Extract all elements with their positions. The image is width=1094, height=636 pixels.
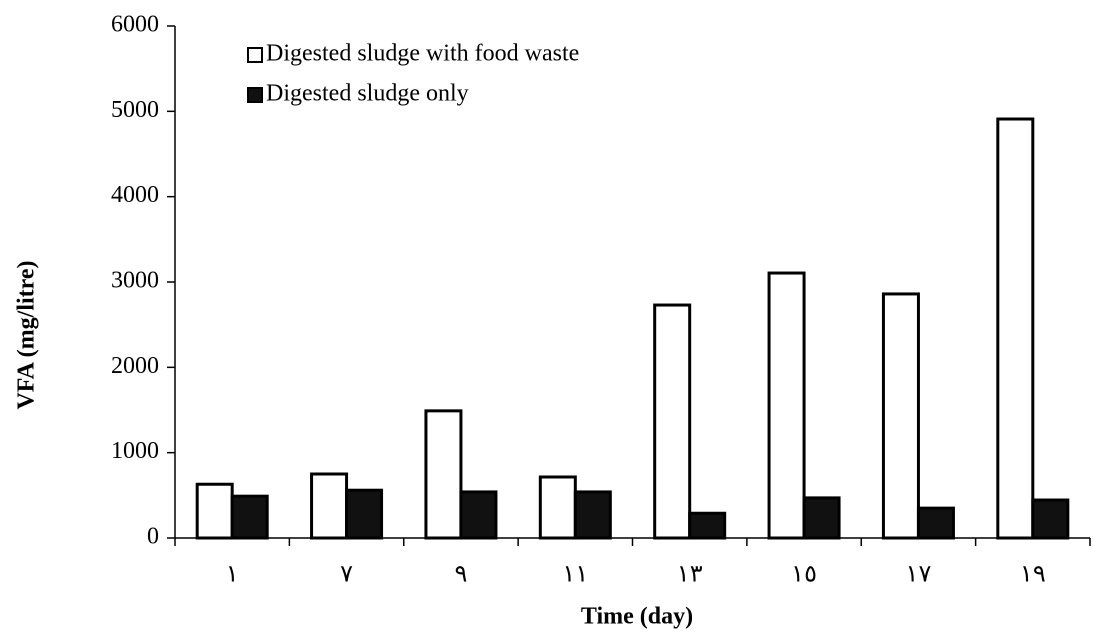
y-tick-label: 5000 <box>111 97 159 123</box>
legend-label: Digested sludge only <box>266 81 469 107</box>
bar <box>230 494 269 540</box>
x-tick-label: ١٣ <box>677 562 703 588</box>
x-axis-label: Time (day) <box>581 604 693 630</box>
y-tick-label: 3000 <box>111 268 159 294</box>
bar <box>802 496 841 540</box>
bar <box>653 303 692 540</box>
bar <box>916 506 955 540</box>
bar <box>1031 498 1070 540</box>
bar <box>881 292 920 540</box>
x-tick-label: ١١ <box>562 562 588 588</box>
y-tick-label: 1000 <box>111 438 159 464</box>
y-tick-label: 4000 <box>111 182 159 208</box>
bar <box>996 117 1035 540</box>
y-tick-label: 0 <box>147 524 159 550</box>
legend-label: Digested sludge with food waste <box>266 41 579 67</box>
bar <box>573 490 612 540</box>
x-tick-label: ٩ <box>454 562 467 588</box>
bar <box>538 475 577 540</box>
x-tick-label: ٧ <box>340 562 353 588</box>
y-tick-label: 2000 <box>111 353 159 379</box>
bar <box>195 482 234 540</box>
bar <box>459 490 498 540</box>
x-tick-label: ١٧ <box>906 562 932 588</box>
x-tick-label: ١ <box>226 562 239 588</box>
y-tick-label: 6000 <box>111 12 159 38</box>
legend-swatch <box>247 47 263 63</box>
x-tick-label: ١٩ <box>1020 562 1046 588</box>
legend-swatch <box>247 87 263 103</box>
bar <box>767 271 806 540</box>
bar <box>688 511 727 540</box>
bar <box>424 409 463 540</box>
bar <box>310 472 349 540</box>
bar <box>345 488 384 540</box>
x-tick-label: ١٥ <box>791 562 817 588</box>
y-axis-label: VFA (mg/litre) <box>14 260 40 409</box>
